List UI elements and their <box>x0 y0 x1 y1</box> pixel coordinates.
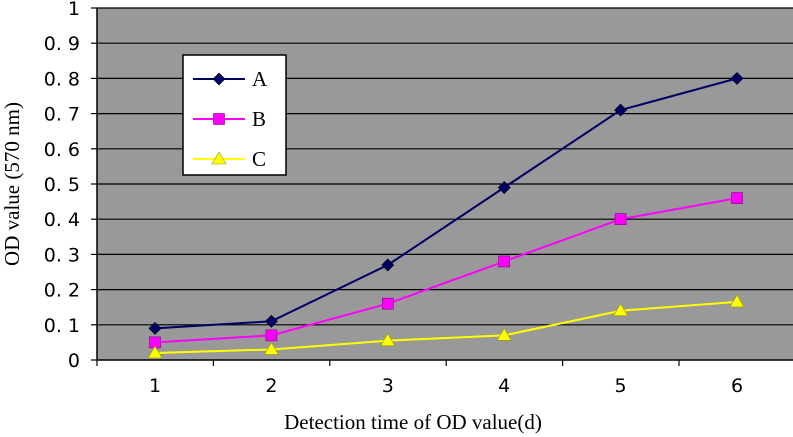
x-tick-label: 2 <box>265 375 277 397</box>
y-tick-label: 0. 2 <box>44 280 80 302</box>
legend-entry-A: A <box>193 67 268 91</box>
legend-marker <box>213 113 225 125</box>
data-point <box>496 327 512 341</box>
series-B <box>149 192 743 349</box>
legend-entry-B: B <box>193 107 266 131</box>
data-point <box>614 213 627 225</box>
x-tick-label: 6 <box>731 375 743 397</box>
data-point <box>613 303 629 317</box>
data-point <box>498 255 511 268</box>
y-tick-label: 0 <box>68 350 80 372</box>
data-point <box>730 71 744 85</box>
x-tick-label: 4 <box>498 375 510 397</box>
y-tick-label: 0. 6 <box>44 139 80 161</box>
x-tick-label: 3 <box>382 375 394 397</box>
data-point <box>731 192 743 204</box>
y-tick-label: 0. 7 <box>44 104 80 126</box>
legend-marker <box>211 151 227 165</box>
series-line <box>154 77 738 330</box>
series-C <box>147 294 745 359</box>
legend-entry-C: C <box>193 147 266 171</box>
y-axis-title: OD value (570 nm) <box>0 102 24 266</box>
y-tick-label: 0. 5 <box>44 174 80 196</box>
data-point <box>381 258 395 272</box>
data-point <box>264 314 278 328</box>
y-tick-label: 0. 3 <box>44 244 80 266</box>
y-axis-ticks: 0 0. 1 0. 2 0. 3 0. 4 0. 5 0. 6 0. 7 0. 8 0. 9 1 <box>44 0 97 372</box>
y-tick-label: 0. 4 <box>44 209 80 231</box>
y-tick-label: 1 <box>68 0 80 20</box>
data-point <box>381 297 394 310</box>
series-line <box>154 197 738 344</box>
data-point <box>265 329 278 342</box>
x-axis-ticks: 1 2 3 4 5 6 <box>96 360 743 397</box>
legend: ABC <box>182 54 287 176</box>
series-A <box>148 71 744 335</box>
x-tick-label: 1 <box>149 375 161 397</box>
series-group <box>147 71 745 359</box>
legend-label: B <box>252 107 266 131</box>
x-axis-title: Detection time of OD value(d) <box>284 410 542 434</box>
series-line <box>154 300 738 354</box>
data-point <box>614 103 628 117</box>
x-tick-label: 5 <box>615 375 627 397</box>
data-point <box>147 345 163 359</box>
legend-label: A <box>252 67 268 91</box>
legend-label: C <box>252 147 266 171</box>
y-tick-label: 0. 9 <box>44 33 80 55</box>
y-tick-label: 0. 8 <box>44 68 80 90</box>
y-tick-label: 0. 1 <box>44 315 80 337</box>
data-point <box>729 294 745 308</box>
legend-marker <box>212 72 226 86</box>
data-point <box>497 181 511 194</box>
data-point <box>263 341 279 355</box>
legend-box <box>182 54 287 176</box>
data-point <box>380 333 396 346</box>
data-point <box>148 321 162 335</box>
